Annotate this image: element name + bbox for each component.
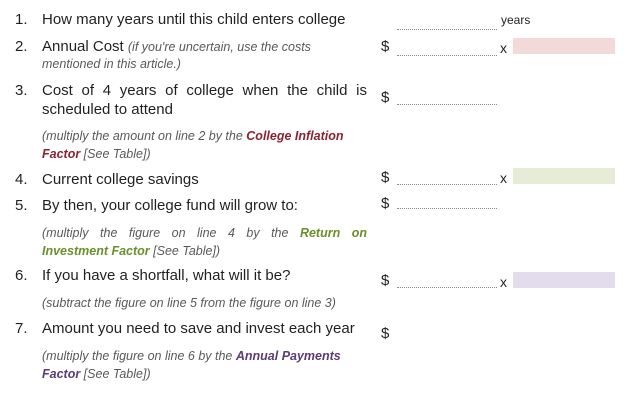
- row-5-dollar: $: [381, 195, 390, 212]
- row-6-factor-box[interactable]: [513, 272, 615, 288]
- row-7-note-pre: (multiply the figure on line 6 by the: [42, 349, 236, 363]
- row-1-unit: years: [501, 13, 531, 27]
- row-1-number: 1.: [15, 11, 28, 28]
- row-6-note: (subtract the figure on line 5 from the …: [42, 296, 336, 310]
- row-6-label: If you have a shortfall, what will it be…: [42, 267, 291, 284]
- row-5-note-1: (multiply the figure on line 4 by the Re…: [42, 224, 367, 242]
- row-4-number: 4.: [15, 171, 28, 188]
- row-3-note-post: [See Table]): [80, 147, 151, 161]
- row-7-dollar: $: [381, 325, 390, 342]
- row-4-answer-line[interactable]: [397, 184, 497, 185]
- row-7-note-2: Factor [See Table]): [42, 365, 151, 383]
- row-3-note-2: Factor [See Table]): [42, 145, 151, 163]
- row-4-factor-box[interactable]: [513, 168, 615, 184]
- row-6-dollar: $: [381, 272, 390, 289]
- row-3-note-pre: (multiply the amount on line 2 by the: [42, 129, 247, 143]
- row-6-times: x: [500, 274, 507, 290]
- row-3-note-1: (multiply the amount on line 2 by the Co…: [42, 127, 344, 145]
- row-3-label-1: Cost of 4 years of college when the chil…: [42, 82, 367, 99]
- row-4-times: x: [500, 170, 507, 186]
- row-7-note-1: (multiply the figure on line 6 by the An…: [42, 347, 341, 365]
- row-1-answer-line[interactable]: [397, 29, 497, 30]
- row-7-note-post: [See Table]): [80, 367, 151, 381]
- row-3-dollar: $: [381, 89, 390, 106]
- row-5-note-2: Investment Factor [See Table]): [42, 242, 220, 260]
- row-5-note-pre: (multiply the figure on line 4 by the: [42, 226, 300, 240]
- row-2-label: Annual Cost (if you're uncertain, use th…: [42, 37, 311, 57]
- row-7-factor-1: Annual Payments: [235, 349, 341, 363]
- row-3-label-2: scheduled to attend: [42, 101, 173, 118]
- row-4-dollar: $: [381, 169, 390, 186]
- row-2-title: Annual Cost: [42, 38, 124, 55]
- row-2-answer-line[interactable]: [397, 55, 497, 56]
- row-2-hint-2: mentioned in this article.): [42, 57, 181, 71]
- row-6-answer-line[interactable]: [397, 287, 497, 288]
- row-6-number: 6.: [15, 267, 28, 284]
- row-2-hint-1: (if you're uncertain, use the costs: [127, 40, 311, 54]
- row-5-note-post: [See Table]): [149, 244, 221, 258]
- row-1-label: How many years until this child enters c…: [42, 11, 346, 28]
- row-5-factor-1: Return on: [299, 226, 367, 240]
- row-5-number: 5.: [15, 197, 28, 214]
- row-3-factor-1: College Inflation: [246, 129, 344, 143]
- row-3-factor-2: Factor: [42, 147, 81, 161]
- row-3-number: 3.: [15, 82, 28, 99]
- row-5-answer-line[interactable]: [397, 208, 497, 209]
- row-7-number: 7.: [15, 320, 28, 337]
- row-7-label: Amount you need to save and invest each …: [42, 320, 355, 337]
- row-2-number: 2.: [15, 38, 28, 55]
- row-5-factor-2: Investment Factor: [42, 244, 150, 258]
- row-2-times: x: [500, 40, 507, 56]
- row-7-factor-2: Factor: [42, 367, 81, 381]
- row-2-dollar: $: [381, 38, 390, 55]
- row-2-factor-box[interactable]: [513, 38, 615, 54]
- row-5-label: By then, your college fund will grow to:: [42, 197, 298, 214]
- row-4-label: Current college savings: [42, 171, 199, 188]
- row-3-answer-line[interactable]: [397, 104, 497, 105]
